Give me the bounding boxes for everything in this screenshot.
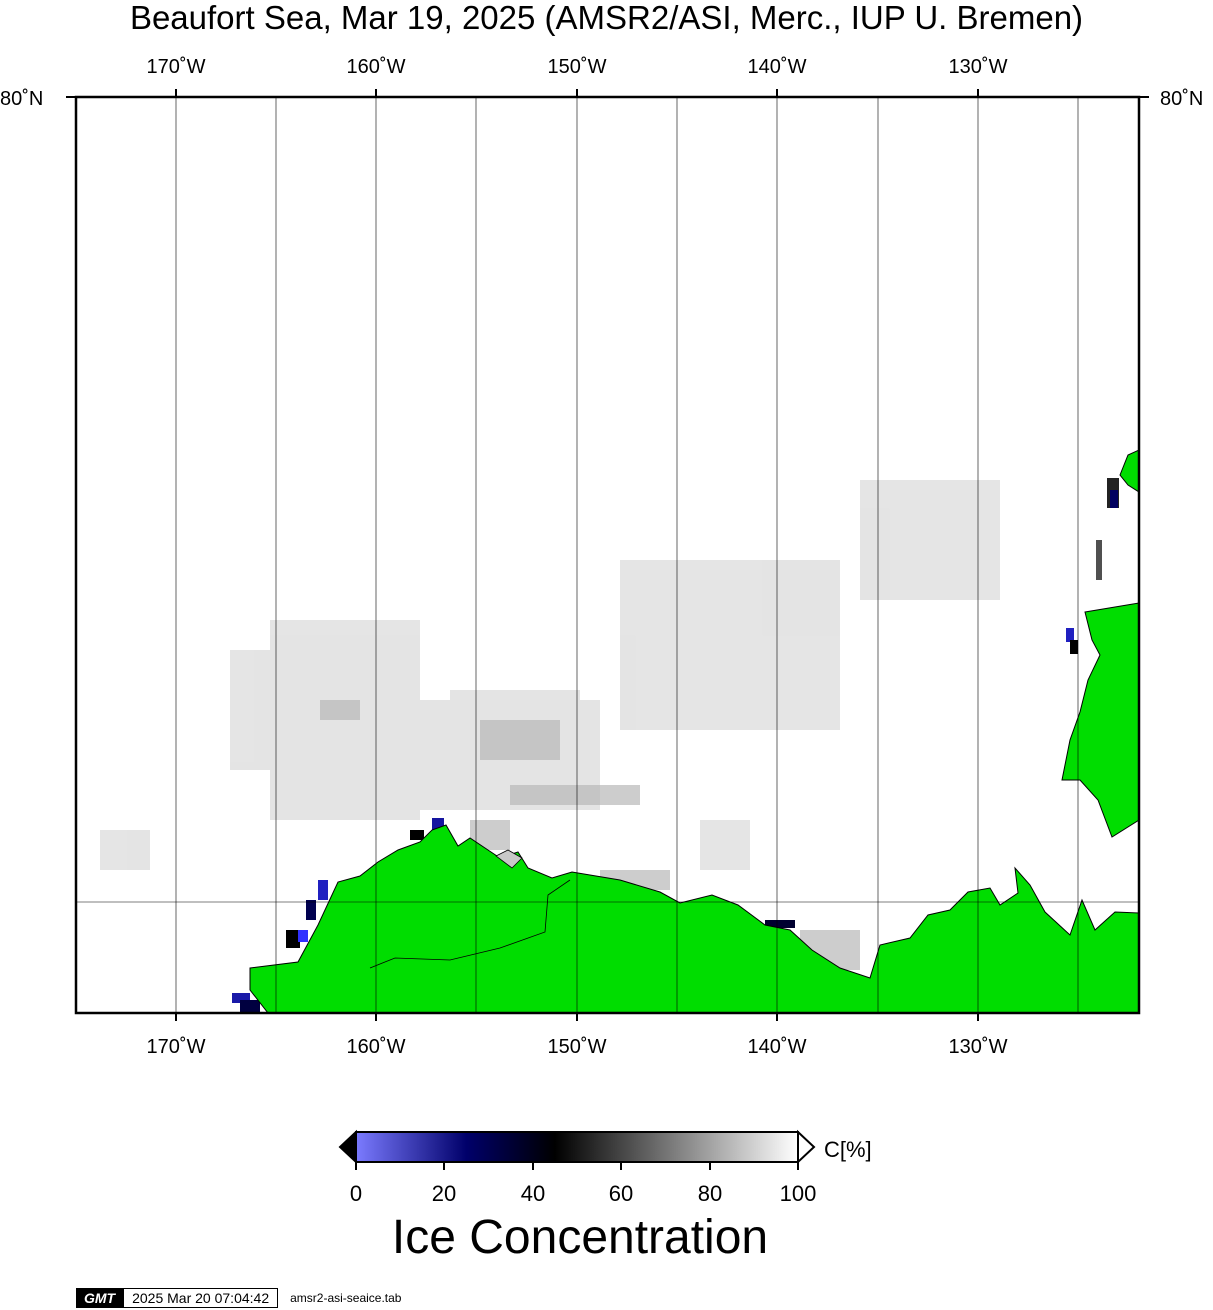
graticule <box>76 97 1139 1013</box>
colorbar-tick-80: 80 <box>697 1181 723 1206</box>
top-lon-label-130w: 130˚W <box>948 56 1008 78</box>
colorbar-tick-40: 40 <box>520 1181 546 1206</box>
colorbar-high-arrow <box>797 1129 816 1165</box>
alaska-landmass <box>249 824 1139 1013</box>
low-ice-coastal-pixels <box>232 478 1119 1013</box>
bottom-lon-label-150w: 150˚W <box>547 1036 607 1058</box>
render-timestamp: 2025 Mar 20 07:04:42 <box>123 1288 279 1308</box>
colorbar-gradient <box>355 1131 799 1163</box>
map-frame <box>74 95 1141 1015</box>
gmt-logo: GMT <box>76 1288 124 1308</box>
top-lon-label-170w: 170˚W <box>146 56 206 78</box>
colorbar-low-arrow <box>338 1129 357 1165</box>
top-lon-label-160w: 160˚W <box>346 56 406 78</box>
right-lat-label-80n: 80˚N <box>1160 88 1204 110</box>
colorbar-tick-20: 20 <box>431 1181 457 1206</box>
frame-ticks <box>66 89 1149 1021</box>
bottom-lon-label-130w: 130˚W <box>948 1036 1008 1058</box>
colorbar-title: Ice Concentration <box>391 1211 769 1264</box>
colorbar-tick-60: 60 <box>608 1181 634 1206</box>
bottom-lon-label-160w: 160˚W <box>346 1036 406 1058</box>
bottom-lon-label-140w: 140˚W <box>747 1036 807 1058</box>
land-layer <box>249 449 1139 1013</box>
top-lon-label-150w: 150˚W <box>547 56 607 78</box>
top-lon-label-140w: 140˚W <box>747 56 807 78</box>
bottom-lon-label-170w: 170˚W <box>146 1036 206 1058</box>
left-lat-label-80n: 80˚N <box>0 88 44 110</box>
script-name: amsr2-asi-seaice.tab <box>290 1291 402 1305</box>
colorbar-unit: C[%] <box>824 1137 872 1162</box>
alaska-inland-boundary <box>369 879 571 969</box>
prince-patrick-island-landmass <box>1119 449 1139 493</box>
banks-island-landmass <box>1061 602 1139 838</box>
colorbar-tick-100: 100 <box>779 1181 817 1206</box>
ice-texture <box>100 478 1119 1013</box>
map-title: Beaufort Sea, Mar 19, 2025 (AMSR2/ASI, M… <box>129 0 1084 36</box>
colorbar <box>338 1129 816 1170</box>
colorbar-tick-0: 0 <box>349 1181 363 1206</box>
lagoon <box>495 849 523 869</box>
footer: GMT 2025 Mar 20 07:04:42 amsr2-asi-seaic… <box>76 1288 401 1308</box>
